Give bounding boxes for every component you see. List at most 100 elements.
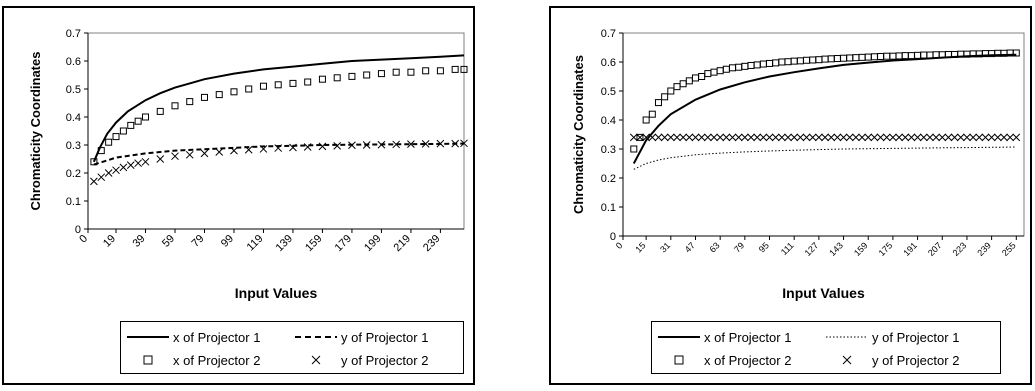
legend-label: y of Projector 1 [872,329,960,345]
data-point-x [926,133,934,142]
data-point-x [1006,133,1014,142]
data-point-x [858,133,866,142]
legend-item: x of Projector 2 [656,351,791,369]
data-point-x [90,177,98,186]
data-point-square [809,56,817,64]
data-point-x [944,133,953,142]
data-point-x [981,133,990,142]
data-point-square [735,63,743,71]
x-tick-label: 119 [245,233,266,254]
chart-right: 0 0.1 0.2 0.3 0.4 0.5 0.6 0.7 0 15 31 47 63 79 95 111 12… [571,28,1025,301]
data-point-square [704,70,712,78]
legend-right: x of Projector 1 y of Projector 1 x of P… [651,321,1001,374]
data-point-square [870,53,878,61]
x-tick-label: 239 [975,240,993,258]
x-tick-label: 15 [633,240,647,254]
data-point-square [318,75,326,83]
data-point-square [230,88,238,96]
data-point-x [460,139,468,148]
data-point-square [803,56,811,64]
legend-label: y of Projector 2 [872,352,960,368]
x-tick-label: 79 [732,240,746,254]
data-point-x [156,155,165,163]
data-point-square [460,65,468,73]
series-line [92,54,465,163]
data-point-square [778,58,786,66]
data-point-x [734,133,743,142]
series-line [632,53,1017,164]
data-point-square [691,74,699,82]
data-point-square [119,127,127,135]
x-tick-label: 63 [707,240,721,254]
legend-item: y of Projector 1 [824,328,959,346]
data-point-square [716,67,724,75]
data-point-square [679,80,687,88]
data-point-x [348,141,356,150]
data-point-x [913,133,922,142]
data-point-x [969,133,977,142]
data-point-x [134,159,142,168]
x-tick-label: 159 [303,233,324,254]
data-point-square [877,52,885,60]
data-point-square [333,74,341,82]
data-point-x [784,133,792,142]
x-tick-label: 99 [219,233,236,250]
data-point-square [648,110,656,118]
data-point-square [883,52,891,60]
data-point-square [451,65,459,73]
y-tick-label: 0.3 [66,140,81,152]
x-tick-label: 79 [189,233,206,250]
x-tick-label: 159 [852,240,870,258]
data-point-square [200,93,208,101]
data-point-x [660,133,669,142]
x-tick-label: 111 [779,240,796,257]
data-point-square [858,53,866,61]
data-point-square [156,107,164,115]
x-tick-label: 127 [803,240,821,258]
x-tick-label: 179 [333,233,354,254]
data-point-x [876,133,885,142]
data-point-square [105,138,113,146]
legend-item: y of Projector 1 [293,328,428,346]
y-axis-label: Chromaticity Coordinates [28,52,43,211]
data-point-x [703,133,712,142]
legend-label: x of Projector 2 [173,352,261,368]
data-point-square [274,81,282,89]
data-point-x [938,133,947,142]
x-tick-label: 255 [1000,240,1018,258]
data-point-square [766,59,774,67]
data-point-x [716,133,725,142]
data-point-x [215,148,224,156]
data-point-x [759,133,768,142]
data-point-square [827,55,835,63]
y-tick-label: 0.6 [66,56,81,68]
x-tick-label: 47 [683,240,697,254]
solid-line-legend-icon [127,336,169,338]
data-point-square [840,54,848,62]
legend-item: y of Projector 2 [293,351,428,369]
data-point-square [784,58,792,66]
data-point-x [889,133,897,142]
data-point-square [289,79,297,87]
data-point-x [740,133,749,142]
x-tick-label: 31 [658,240,672,254]
data-point-square [127,121,135,129]
data-point-x [126,161,135,170]
x-tick-label: 223 [951,240,969,258]
data-point-square [392,68,400,76]
y-tick-label: 0.5 [66,84,81,96]
data-point-x [771,133,780,142]
x-tick-label: 207 [926,240,944,258]
x-marker-legend-icon [311,355,321,365]
data-point-square [377,70,385,78]
data-point-square [914,51,922,59]
dashed-line-legend-icon [295,336,337,338]
data-point-x [790,133,799,142]
data-point-square [821,55,829,63]
data-point-x [722,133,731,142]
y-tick-label: 0.5 [601,86,616,98]
x-tick-label: 143 [827,240,845,258]
x-tick-label: 175 [877,240,895,258]
data-point-x [333,141,342,150]
x-tick-label: 59 [160,233,177,250]
